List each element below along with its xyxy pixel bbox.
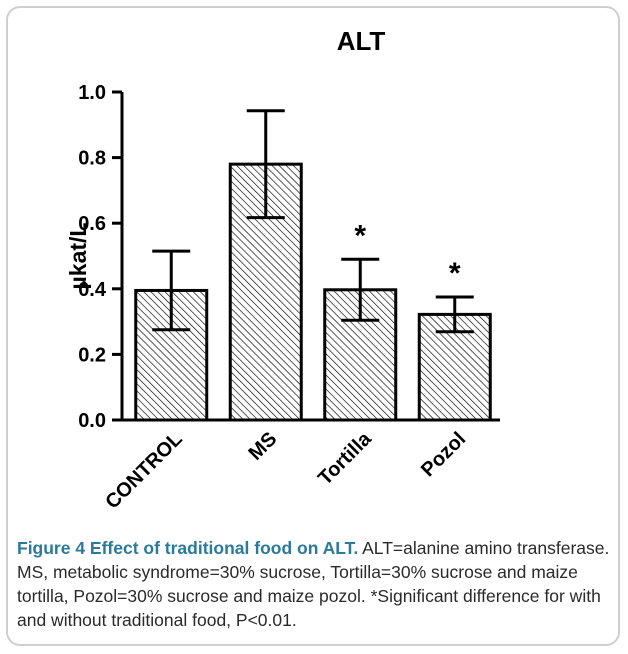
y-tick-label: 0.4: [78, 279, 107, 301]
y-tick-label: 0.8: [78, 148, 106, 170]
plot-area: 0.0 0.2 0.4 0.6 0.8 1.0 CONTROL MS * Tortilla * Poz…: [78, 82, 500, 513]
significance-marker: *: [354, 219, 366, 252]
y-tick-label: 0.2: [78, 344, 106, 366]
bar-chart: ALT µkat/L 0.0 0.2 0.4 0.6 0.8 1.0 CONTROL MS * T…: [65, 26, 500, 513]
caption-label: Figure 4 Effect of traditional food on A…: [17, 538, 359, 558]
caption-text: ALT=alanine amino transferase. MS, metab…: [17, 538, 610, 630]
y-tick-label: 0.6: [78, 213, 106, 235]
x-tick-label: Tortilla: [314, 427, 376, 489]
significance-marker: *: [449, 257, 461, 290]
x-tick-label: MS: [245, 428, 282, 465]
x-tick-label: CONTROL: [101, 428, 186, 513]
chart-title: ALT: [337, 26, 386, 56]
bar: [228, 162, 303, 422]
x-tick-label: Pozol: [417, 428, 470, 481]
figure-caption: Figure 4 Effect of traditional food on A…: [17, 536, 617, 632]
y-axis-label: µkat/L: [65, 223, 91, 290]
figure-frame: [6, 6, 620, 646]
y-tick-label: 1.0: [78, 82, 106, 104]
y-tick-label: 0.0: [78, 410, 106, 432]
bar: [417, 312, 492, 422]
